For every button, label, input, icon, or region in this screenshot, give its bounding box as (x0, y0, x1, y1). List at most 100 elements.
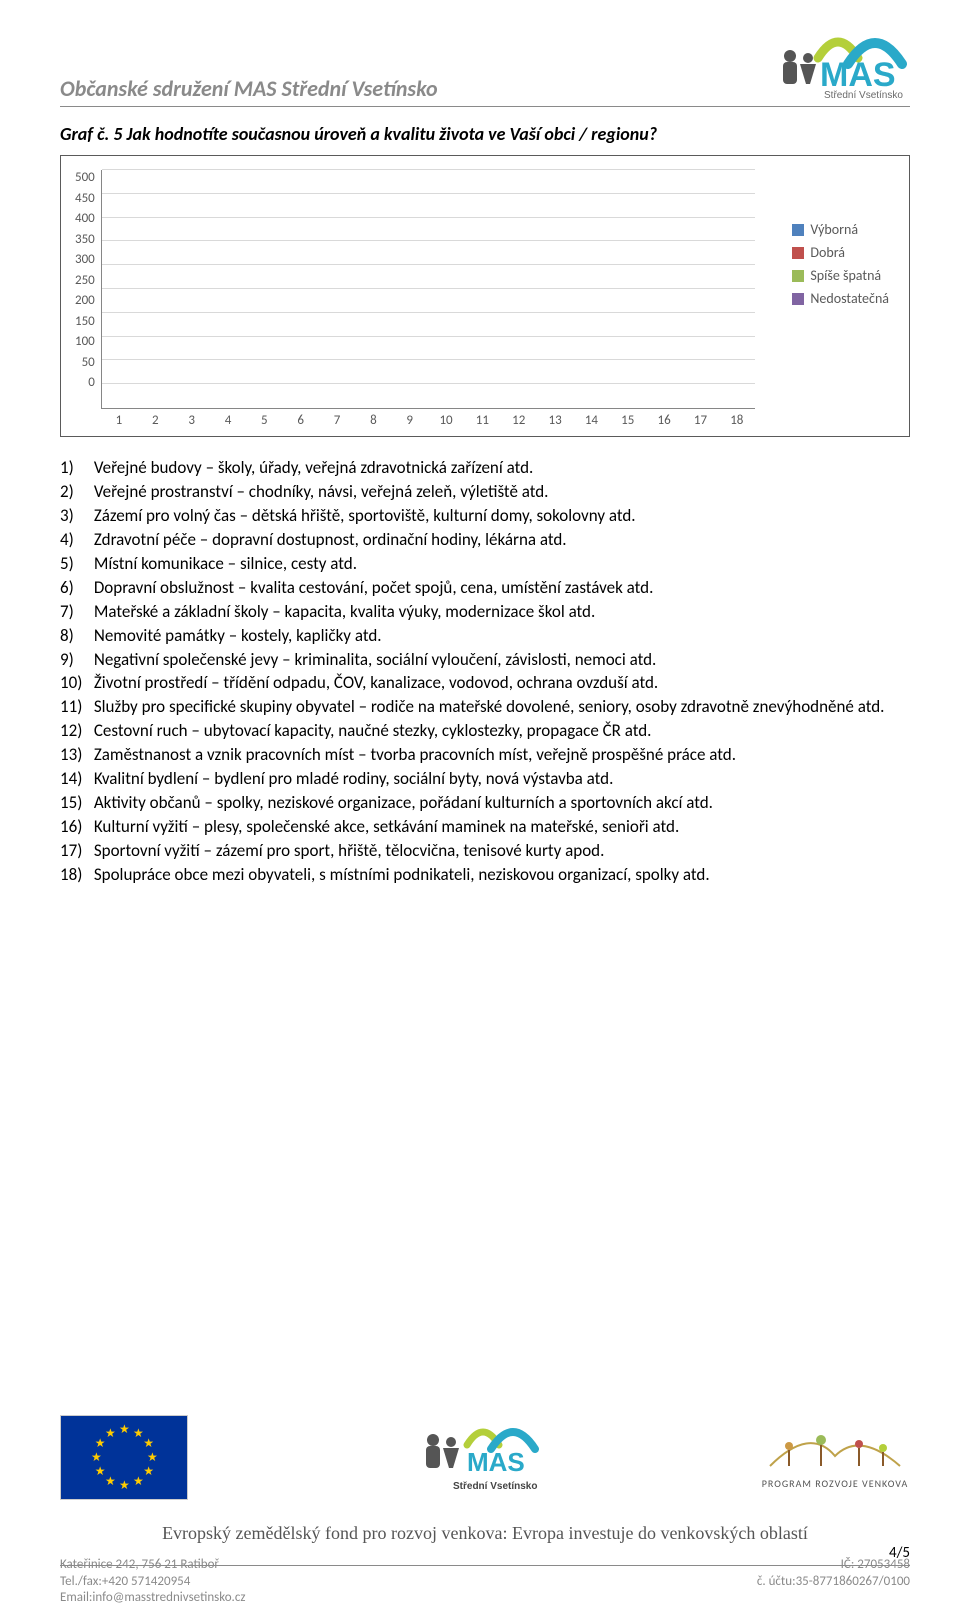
svg-text:MAS: MAS (467, 1447, 525, 1477)
svg-text:MAS: MAS (820, 56, 896, 94)
x-tick: 12 (501, 413, 537, 428)
x-tick: 4 (210, 413, 246, 428)
mas-logo-small: MAS Střední Vsetínsko (399, 1419, 549, 1497)
x-tick: 14 (573, 413, 609, 428)
eu-flag-logo: ★★★★★★★★★★★★ (60, 1415, 188, 1500)
chart-container: 500450400350300250200150100500 123456789… (60, 155, 910, 437)
x-tick: 15 (610, 413, 646, 428)
x-tick: 8 (355, 413, 391, 428)
list-text: Služby pro specifické skupiny obyvatel –… (90, 696, 884, 717)
x-tick: 2 (137, 413, 173, 428)
y-tick: 450 (75, 191, 95, 206)
y-tick: 250 (75, 273, 95, 288)
eu-star-icon: ★ (105, 1426, 116, 1441)
legend-swatch (792, 293, 804, 305)
list-text: Dopravní obslužnost – kvalita cestování,… (90, 577, 653, 598)
legend-item: Výborná (792, 221, 889, 238)
x-tick: 7 (319, 413, 355, 428)
header-rule (60, 106, 910, 107)
list-item: 14) Kvalitní bydlení – bydlení pro mladé… (60, 768, 910, 791)
list-item: 5) Místní komunikace – silnice, cesty at… (60, 553, 910, 576)
eu-star-icon: ★ (95, 1436, 106, 1451)
list-text: Nemovité památky – kostely, kapličky atd… (90, 625, 382, 646)
list-text: Místní komunikace – silnice, cesty atd. (90, 553, 357, 574)
list-text: Zaměstnanost a vznik pracovních míst – t… (90, 744, 736, 765)
list-number: 7) (60, 601, 90, 624)
chart-title: Graf č. 5 Jak hodnotíte současnou úroveň… (60, 123, 910, 145)
list-number: 2) (60, 481, 90, 504)
x-tick: 13 (537, 413, 573, 428)
list-text: Kvalitní bydlení – bydlení pro mladé rod… (90, 768, 613, 789)
x-tick: 17 (682, 413, 718, 428)
legend-item: Nedostatečná (792, 290, 889, 307)
list-item: 7) Mateřské a základní školy – kapacita,… (60, 601, 910, 624)
footer-info: Kateřinice 242, 756 21 Ratiboř Tel./fax:… (60, 1557, 910, 1610)
page-header: Občanské sdružení MAS Střední Vsetínsko … (60, 30, 910, 102)
list-item: 11) Služby pro specifické skupiny obyvat… (60, 696, 910, 719)
eu-star-icon: ★ (147, 1450, 158, 1465)
eu-star-icon: ★ (119, 1478, 130, 1493)
list-number: 15) (60, 792, 90, 815)
y-tick: 350 (75, 232, 95, 247)
list-text: Negativní společenské jevy – kriminalita… (90, 649, 656, 670)
eu-star-icon: ★ (133, 1474, 144, 1489)
eu-star-icon: ★ (119, 1422, 130, 1437)
list-item: 13) Zaměstnanost a vznik pracovních míst… (60, 744, 910, 767)
x-tick: 5 (246, 413, 282, 428)
list-number: 14) (60, 768, 90, 791)
list-item: 16) Kulturní vyžití – plesy, společenské… (60, 816, 910, 839)
footer-account: č. účtu:35-8771860267/0100 (757, 1574, 910, 1590)
list-text: Spolupráce obce mezi obyvateli, s místní… (90, 864, 710, 885)
x-tick: 18 (719, 413, 755, 428)
list-number: 12) (60, 720, 90, 743)
plot-area (101, 170, 755, 409)
list-number: 6) (60, 577, 90, 600)
list-number: 10) (60, 672, 90, 695)
y-tick: 400 (75, 211, 95, 226)
list-number: 5) (60, 553, 90, 576)
list-number: 3) (60, 505, 90, 528)
list-number: 9) (60, 649, 90, 672)
list-item: 18) Spolupráce obce mezi obyvateli, s mí… (60, 864, 910, 887)
footer-email: Email:info@masstrednivsetinsko.cz (60, 1590, 245, 1606)
x-tick: 11 (464, 413, 500, 428)
list-item: 2) Veřejné prostranství – chodníky, návs… (60, 481, 910, 504)
legend-item: Spíše špatná (792, 267, 889, 284)
list-number: 13) (60, 744, 90, 767)
y-tick: 500 (75, 170, 95, 185)
prv-label: PROGRAM ROZVOJE VENKOVA (762, 1477, 909, 1490)
list-item: 8) Nemovité památky – kostely, kapličky … (60, 625, 910, 648)
list-text: Sportovní vyžití – zázemí pro sport, hři… (90, 840, 604, 861)
list-number: 17) (60, 840, 90, 863)
list-item: 1) Veřejné budovy – školy, úřady, veřejn… (60, 457, 910, 480)
org-title: Občanské sdružení MAS Střední Vsetínsko (60, 75, 438, 102)
footer-ic: IČ: 27053458 (757, 1557, 910, 1573)
list-text: Zdravotní péče – dopravní dostupnost, or… (90, 529, 567, 550)
y-tick: 0 (88, 375, 95, 390)
legend-swatch (792, 270, 804, 282)
eu-star-icon: ★ (133, 1426, 144, 1441)
mas-logo: MAS Střední Vsetínsko (700, 30, 910, 102)
svg-text:Střední Vsetínsko: Střední Vsetínsko (824, 90, 903, 101)
fund-statement: Evropský zemědělský fond pro rozvoj venk… (60, 1523, 910, 1544)
legend-label: Dobrá (810, 244, 845, 261)
x-tick: 10 (428, 413, 464, 428)
x-tick: 3 (173, 413, 209, 428)
x-tick: 9 (392, 413, 428, 428)
list-text: Veřejné budovy – školy, úřady, veřejná z… (90, 457, 533, 478)
legend-label: Spíše špatná (810, 267, 881, 284)
list-item: 3) Zázemí pro volný čas – dětská hřiště,… (60, 505, 910, 528)
eu-star-icon: ★ (143, 1436, 154, 1451)
list-item: 4) Zdravotní péče – dopravní dostupnost,… (60, 529, 910, 552)
list-number: 18) (60, 864, 90, 887)
eu-star-icon: ★ (91, 1450, 102, 1465)
list-item: 9) Negativní společenské jevy – kriminal… (60, 649, 910, 672)
list-item: 17) Sportovní vyžití – zázemí pro sport,… (60, 840, 910, 863)
list-text: Cestovní ruch – ubytovací kapacity, nauč… (90, 720, 651, 741)
y-tick: 100 (75, 334, 95, 349)
bars-row (102, 170, 755, 408)
list-number: 1) (60, 457, 90, 480)
y-tick: 50 (82, 355, 95, 370)
legend-swatch (792, 224, 804, 236)
numbered-list: 1) Veřejné budovy – školy, úřady, veřejn… (60, 457, 910, 887)
